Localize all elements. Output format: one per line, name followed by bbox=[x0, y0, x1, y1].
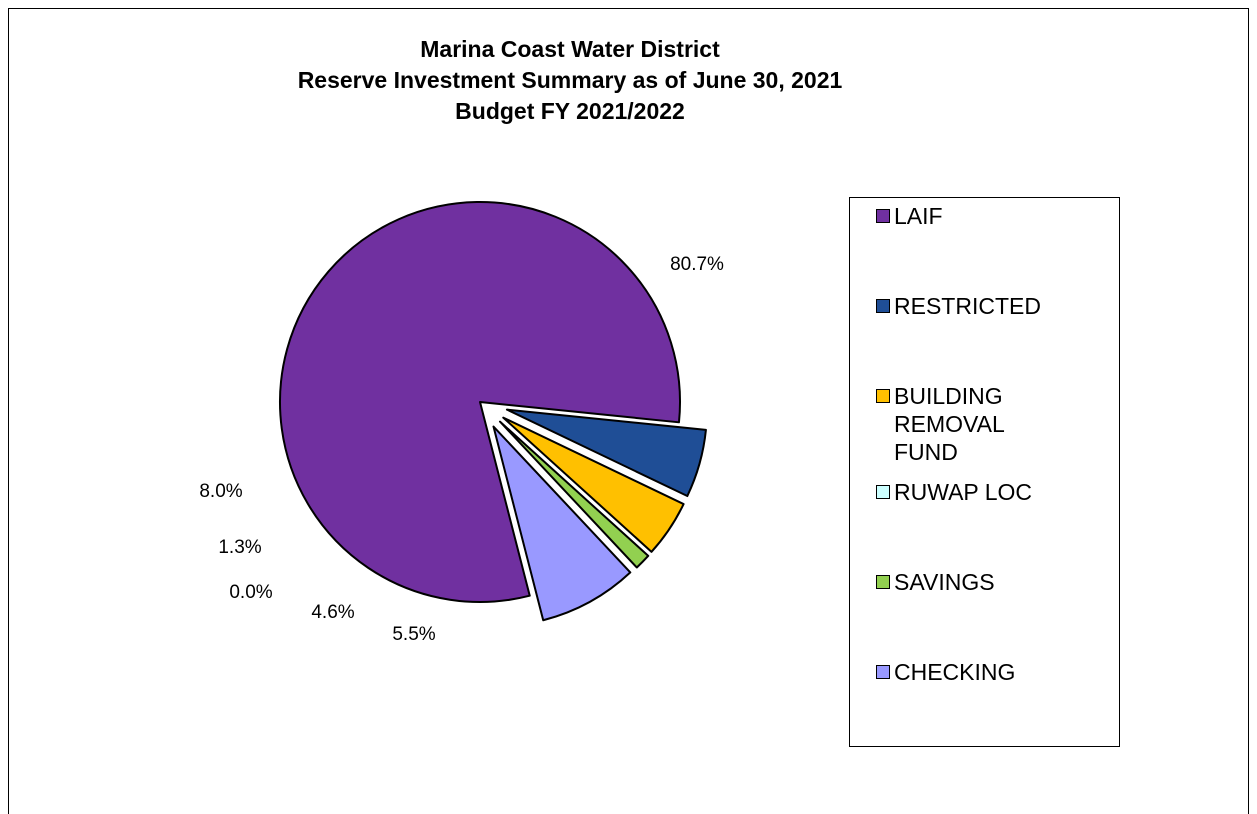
legend-item-laif: LAIF bbox=[876, 202, 943, 230]
data-label-ruwap-loc: 0.0% bbox=[229, 582, 272, 603]
legend-swatch bbox=[876, 575, 890, 589]
legend-swatch bbox=[876, 665, 890, 679]
data-label-checking: 8.0% bbox=[199, 481, 242, 502]
legend-item-building-removal-fund: BUILDING REMOVAL FUND bbox=[876, 382, 1005, 466]
legend-item-savings: SAVINGS bbox=[876, 568, 995, 596]
chart-frame bbox=[8, 8, 1249, 814]
pie-slice-savings bbox=[498, 420, 650, 569]
chart-title-line-3: Budget FY 2021/2022 bbox=[455, 98, 685, 124]
data-label-savings: 1.3% bbox=[218, 537, 261, 558]
legend-label: SAVINGS bbox=[894, 569, 995, 595]
pie-slice-building-removal-fund bbox=[502, 416, 685, 553]
chart-title-line-1: Marina Coast Water District bbox=[420, 36, 720, 62]
data-label-building-removal-fund: 4.6% bbox=[311, 602, 354, 623]
pie-slice-laif bbox=[279, 201, 681, 603]
legend-swatch bbox=[876, 389, 890, 403]
data-label-laif: 80.7% bbox=[670, 254, 724, 275]
legend-label: BUILDING REMOVAL FUND bbox=[894, 383, 1005, 465]
legend-label: LAIF bbox=[894, 203, 943, 229]
legend-item-ruwap-loc: RUWAP LOC bbox=[876, 478, 1032, 506]
chart-title: Marina Coast Water District Reserve Inve… bbox=[100, 34, 1040, 127]
legend-label: CHECKING bbox=[894, 659, 1016, 685]
chart-title-line-2: Reserve Investment Summary as of June 30… bbox=[297, 67, 843, 93]
chart-legend: LAIF RESTRICTED BUILDING REMOVAL FUND RU… bbox=[849, 197, 1120, 747]
legend-swatch bbox=[876, 485, 890, 499]
legend-label: RESTRICTED bbox=[894, 293, 1041, 319]
legend-label: RUWAP LOC bbox=[894, 479, 1033, 505]
legend-item-restricted: RESTRICTED bbox=[876, 292, 1041, 320]
pie-slice-checking bbox=[492, 425, 632, 622]
legend-swatch bbox=[876, 209, 890, 223]
data-label-restricted: 5.5% bbox=[392, 624, 435, 645]
legend-item-checking: CHECKING bbox=[876, 658, 1015, 686]
pie-slice-restricted bbox=[505, 408, 707, 498]
legend-swatch bbox=[876, 299, 890, 313]
